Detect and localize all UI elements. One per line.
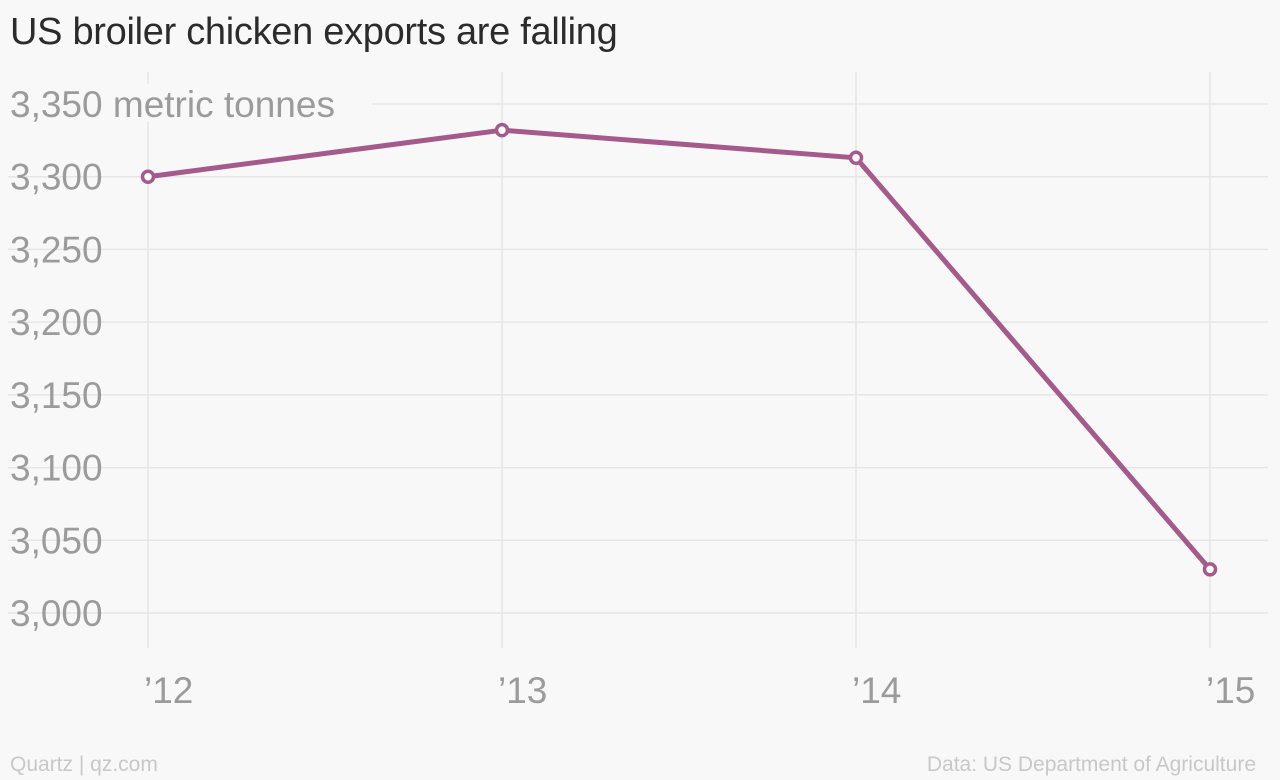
x-tick-label: ’14 (852, 670, 901, 711)
y-tick-label: 3,050 (10, 520, 103, 561)
tick-label-layer: 3,000 3,050 3,100 3,150 3,200 3,250 3,300 3,350… (6, 84, 1255, 711)
series-line (145, 127, 1213, 572)
data-point-marker (1202, 562, 1218, 577)
source-text: Data: US Department of Agriculture (926, 753, 1256, 776)
data-point-marker (848, 150, 864, 166)
x-tick-label: ’15 (1206, 670, 1255, 711)
unit-label-backdrop (6, 84, 372, 122)
y-tick-label: 3,200 (10, 302, 103, 343)
y-tick-label: 3,000 (10, 593, 103, 634)
y-tick-label: 3,150 (10, 375, 103, 416)
y-tick-label: 3,250 (10, 229, 103, 270)
x-tick-label: ’13 (498, 670, 547, 711)
series-layer (140, 122, 1218, 577)
credit-text: Quartz | qz.com (10, 753, 158, 776)
y-tick-label: 3,350 metric tonnes (10, 84, 335, 125)
chart-title: US broiler chicken exports are falling (10, 11, 618, 53)
grid-layer (8, 72, 1268, 648)
data-point-marker (140, 169, 156, 184)
x-tick-label: ’12 (144, 670, 193, 711)
y-tick-label: 3,100 (10, 448, 103, 489)
data-point-marker (494, 122, 510, 138)
y-tick-label: 3,300 (10, 157, 103, 198)
